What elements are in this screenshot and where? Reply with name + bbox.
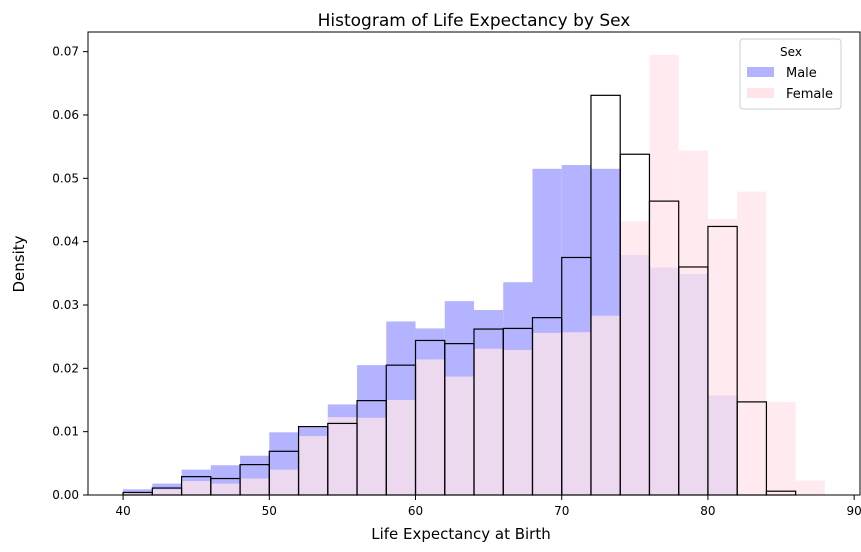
bar-female-64	[474, 349, 503, 495]
y-tick-label-3: 0.03	[52, 298, 79, 312]
x-tick-label-50: 50	[262, 504, 277, 518]
bar-female-46	[211, 484, 240, 495]
bar-female-48	[240, 479, 269, 495]
bar-female-58	[386, 400, 415, 495]
y-tick-label-1: 0.01	[52, 425, 79, 439]
y-tick-label-7: 0.07	[52, 45, 79, 59]
bar-female-66	[503, 350, 532, 495]
bar-female-84	[766, 402, 795, 495]
bar-female-56	[357, 418, 386, 495]
x-axis-label: Life Expectancy at Birth	[371, 525, 550, 543]
bar-female-70	[562, 332, 591, 495]
y-tick-label-5: 0.05	[52, 171, 79, 185]
legend-title: Sex	[780, 45, 802, 59]
x-axis: 40 50 60 70 80 90	[115, 495, 861, 518]
y-tick-label-4: 0.04	[52, 235, 79, 249]
legend-label-male: Male	[786, 66, 817, 81]
x-tick-label-70: 70	[554, 504, 569, 518]
bar-female-78	[679, 150, 708, 495]
bar-female-86	[796, 480, 825, 495]
legend: Sex Male Female	[740, 39, 841, 109]
y-tick-label-6: 0.06	[52, 108, 79, 122]
bar-female-54	[328, 417, 357, 495]
legend-label-female: Female	[786, 87, 833, 102]
y-axis-label: Density	[10, 235, 28, 292]
bar-female-52	[299, 436, 328, 495]
bar-female-74	[620, 221, 649, 495]
chart-title: Histogram of Life Expectancy by Sex	[318, 11, 631, 31]
legend-swatch-male	[747, 67, 774, 77]
bar-female-44	[182, 481, 211, 495]
bar-female-76	[649, 55, 678, 495]
x-tick-label-40: 40	[115, 504, 130, 518]
bar-female-60	[416, 359, 445, 495]
bar-female-62	[445, 377, 474, 495]
bar-female-42	[152, 489, 181, 495]
bar-female-72	[591, 316, 620, 495]
x-tick-label-90: 90	[847, 504, 861, 518]
bar-female-82	[737, 192, 766, 495]
x-tick-label-80: 80	[700, 504, 715, 518]
legend-swatch-female	[747, 88, 774, 98]
y-axis: 0.00 0.01 0.02 0.03 0.04 0.05 0.06 0.07	[52, 45, 88, 502]
bar-female-68	[532, 333, 561, 495]
x-tick-label-60: 60	[408, 504, 423, 518]
y-tick-label-2: 0.02	[52, 361, 79, 375]
y-tick-label-0: 0.00	[52, 488, 79, 502]
bar-female-80	[708, 219, 737, 495]
bar-female-50	[269, 470, 298, 495]
